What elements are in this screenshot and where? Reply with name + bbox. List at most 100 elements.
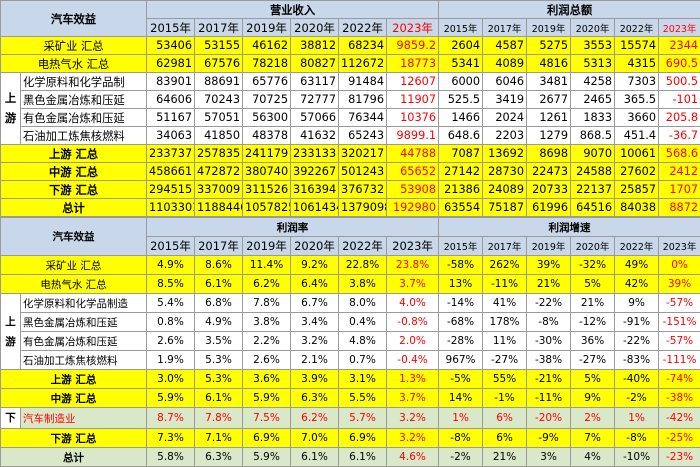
growth-cell: -1% bbox=[483, 389, 527, 408]
growth-cell: 21% bbox=[527, 275, 571, 294]
year-header: 2022年 bbox=[615, 237, 659, 256]
profit-cell: 2677 bbox=[527, 91, 571, 109]
margin-cell: 3.4% bbox=[291, 313, 339, 332]
profit-cell: 2412 bbox=[659, 163, 700, 181]
row-label: 下游 汇总 bbox=[1, 181, 147, 199]
margin-cell: 1.3% bbox=[387, 370, 439, 389]
row-label: 石油加工炼焦核燃料 bbox=[21, 351, 147, 370]
margin-cell: 2.2% bbox=[243, 332, 291, 351]
profit-cell: 27602 bbox=[615, 163, 659, 181]
growth-cell: -27% bbox=[571, 351, 615, 370]
revenue-cell: 68234 bbox=[339, 37, 387, 55]
revenue-cell: 62981 bbox=[147, 55, 195, 73]
margin-cell: 0.8% bbox=[147, 313, 195, 332]
margin-cell: 3.9% bbox=[291, 370, 339, 389]
profit-cell: 7303 bbox=[615, 73, 659, 91]
profit-cell: 3419 bbox=[483, 91, 527, 109]
growth-cell: -23% bbox=[659, 448, 700, 467]
year-header: 2023年 bbox=[659, 19, 700, 37]
margin-cell: 2.1% bbox=[291, 351, 339, 370]
growth-cell: -2% bbox=[615, 389, 659, 408]
growth-cell: 14% bbox=[439, 389, 483, 408]
profit-cell: 568.6 bbox=[659, 145, 700, 163]
year-header: 2015年 bbox=[439, 237, 483, 256]
margin-cell: 6.8% bbox=[195, 294, 243, 313]
growth-cell: -42% bbox=[659, 408, 700, 429]
margin-cell: 3.5% bbox=[195, 332, 243, 351]
year-header: 2022年 bbox=[339, 19, 387, 37]
margin-cell: 22.8% bbox=[339, 256, 387, 275]
growth-cell: -12% bbox=[571, 313, 615, 332]
growth-cell: -10% bbox=[615, 448, 659, 467]
revenue-cell: 38812 bbox=[291, 37, 339, 55]
profit-cell: 1466 bbox=[439, 109, 483, 127]
growth-cell: 49% bbox=[615, 256, 659, 275]
growth-cell: 42% bbox=[615, 275, 659, 294]
margin-cell: 8.7% bbox=[147, 408, 195, 429]
growth-cell: -32% bbox=[571, 256, 615, 275]
row-label: 汽车制造业 bbox=[21, 408, 147, 429]
growth-cell: 1% bbox=[439, 408, 483, 429]
header-row-groups: 汽车效益营业收入利润总额 bbox=[1, 1, 700, 19]
year-header: 2017年 bbox=[195, 237, 243, 256]
year-header: 2015年 bbox=[147, 237, 195, 256]
growth-cell: -22% bbox=[527, 294, 571, 313]
margin-cell: 5.4% bbox=[147, 294, 195, 313]
row-label: 上游 汇总 bbox=[1, 370, 147, 389]
margin-cell: 2.6% bbox=[243, 351, 291, 370]
margin-cell: 6.2% bbox=[243, 275, 291, 294]
revenue-cell: 76344 bbox=[339, 109, 387, 127]
year-header: 2019年 bbox=[527, 19, 571, 37]
growth-cell: 2% bbox=[571, 408, 615, 429]
revenue-cell: 1188446 bbox=[195, 199, 243, 217]
revenue-cell: 34063 bbox=[147, 127, 195, 145]
growth-cell: -20% bbox=[527, 408, 571, 429]
row-label: 上游 汇总 bbox=[1, 145, 147, 163]
year-header: 2015年 bbox=[147, 19, 195, 37]
growth-cell: 21% bbox=[571, 294, 615, 313]
margin-cell: 3.6% bbox=[243, 370, 291, 389]
row-label: 采矿业 汇总 bbox=[1, 37, 147, 55]
growth-cell: -22% bbox=[615, 332, 659, 351]
growth-cell: 36% bbox=[571, 332, 615, 351]
margin-cell: 6.1% bbox=[195, 389, 243, 408]
growth-cell: -9% bbox=[527, 429, 571, 448]
margin-cell: 1.9% bbox=[147, 351, 195, 370]
revenue-cell: 12607 bbox=[387, 73, 439, 91]
profit-cell: 3481 bbox=[527, 73, 571, 91]
revenue-cell: 65776 bbox=[243, 73, 291, 91]
growth-cell: 0% bbox=[659, 256, 700, 275]
revenue-cell: 91484 bbox=[339, 73, 387, 91]
revenue-cell: 458661 bbox=[147, 163, 195, 181]
row-label: 有色金属冶炼和压延 bbox=[21, 332, 147, 351]
profit-cell: 2203 bbox=[483, 127, 527, 145]
profit-cell: 1707 bbox=[659, 181, 700, 199]
profit-cell: 24089 bbox=[483, 181, 527, 199]
row-label: 总计 bbox=[1, 448, 147, 467]
revenue-cell: 51167 bbox=[147, 109, 195, 127]
revenue-cell: 56300 bbox=[243, 109, 291, 127]
profit-cell: 7087 bbox=[439, 145, 483, 163]
profit-cell: 27142 bbox=[439, 163, 483, 181]
profit-cell: 75187 bbox=[483, 199, 527, 217]
margin-cell: 3.2% bbox=[387, 408, 439, 429]
revenue-cell: 41632 bbox=[291, 127, 339, 145]
growth-cell: -8% bbox=[439, 429, 483, 448]
revenue-cell: 65243 bbox=[339, 127, 387, 145]
growth-cell: -14% bbox=[439, 294, 483, 313]
corner-label: 汽车效益 bbox=[1, 218, 147, 256]
margin-cell: 5.5% bbox=[339, 389, 387, 408]
year-header: 2022年 bbox=[339, 237, 387, 256]
revenue-cell: 64606 bbox=[147, 91, 195, 109]
profit-cell: 10061 bbox=[615, 145, 659, 163]
profit-cell: 868.5 bbox=[571, 127, 615, 145]
